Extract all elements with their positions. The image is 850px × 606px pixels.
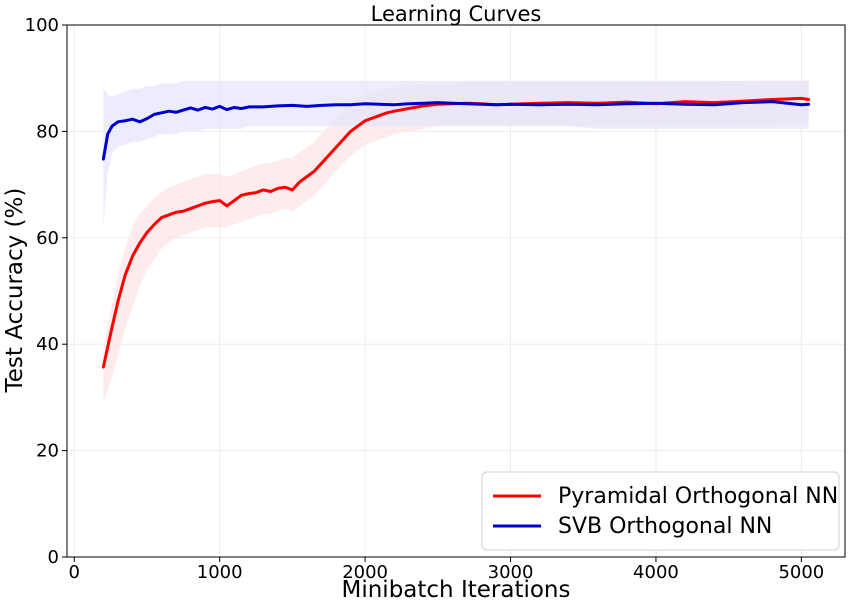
band-series-1 bbox=[103, 80, 809, 228]
x-tick-label-2000: 2000 bbox=[342, 562, 388, 583]
plot-frame bbox=[66, 24, 846, 558]
x-tick-label-5000: 5000 bbox=[778, 562, 824, 583]
y-tick-label-60: 60 bbox=[36, 228, 59, 249]
y-tick-label-40: 40 bbox=[36, 334, 59, 355]
x-tick-label-1000: 1000 bbox=[197, 562, 243, 583]
x-tick-label-0: 0 bbox=[69, 562, 80, 583]
y-tick-label-80: 80 bbox=[36, 121, 59, 142]
x-tick-label-3000: 3000 bbox=[488, 562, 534, 583]
x-axis-label: Minibatch Iterations bbox=[342, 577, 571, 603]
band-series-0 bbox=[103, 80, 809, 403]
line-series-1 bbox=[101, 100, 811, 161]
y-tick-label-20: 20 bbox=[36, 441, 59, 462]
legend-label-svb: SVB Orthogonal NN bbox=[558, 514, 772, 539]
series-lines bbox=[101, 96, 811, 369]
y-tick-label-100: 100 bbox=[25, 15, 59, 36]
legend-box bbox=[481, 471, 840, 551]
y-axis-label: Test Accuracy (%) bbox=[2, 188, 28, 394]
x-tick-label-4000: 4000 bbox=[633, 562, 679, 583]
chart-title: Learning Curves bbox=[371, 2, 542, 26]
axis-ticks: 0 1000 2000 3000 4000 5000 0 20 40 60 80 100 bbox=[25, 15, 825, 583]
legend-label-pyramidal: Pyramidal Orthogonal NN bbox=[558, 484, 838, 509]
line-series-0 bbox=[101, 96, 811, 369]
legend: Pyramidal Orthogonal NN SVB Orthogonal N… bbox=[481, 471, 840, 551]
confidence-bands bbox=[103, 80, 809, 403]
y-tick-label-0: 0 bbox=[48, 547, 59, 568]
